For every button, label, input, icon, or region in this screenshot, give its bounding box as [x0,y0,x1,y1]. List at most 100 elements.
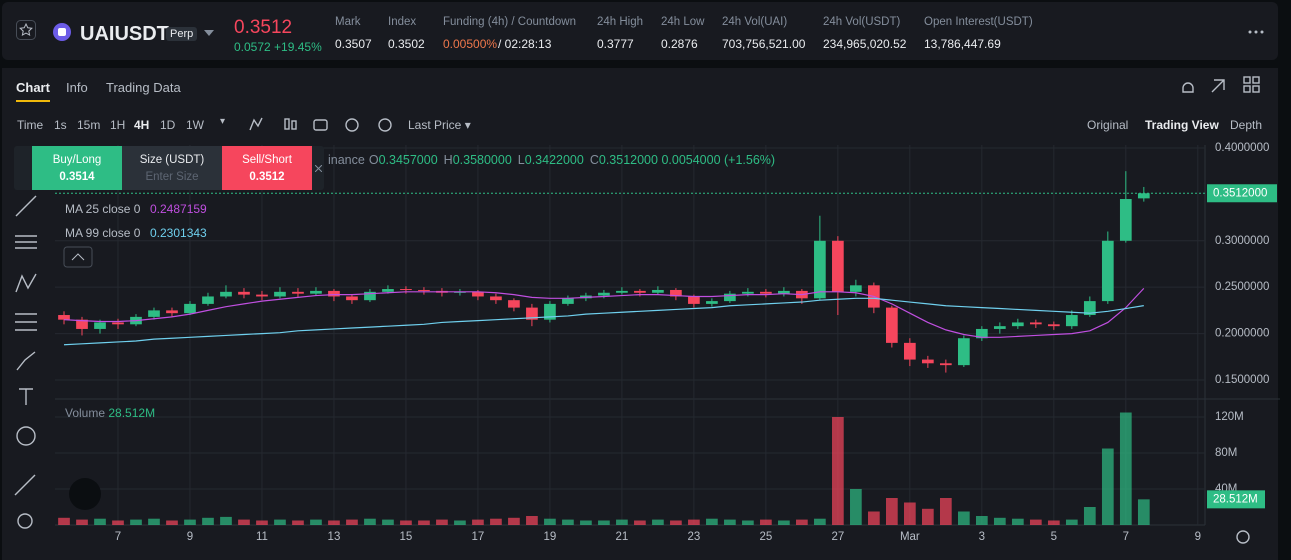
interval[interactable]: 1s [54,118,67,132]
ohlc-legend: inance O0.3457000 H0.3580000 L0.3422000 C0.3… [328,153,775,167]
candle-icon[interactable] [284,118,290,130]
tab[interactable]: Info [66,80,88,95]
screenshot-icon[interactable] [313,119,328,131]
candle-body [598,292,610,296]
volume-bar [939,498,952,525]
ma-label: MA 25 close 0 [65,202,141,216]
text-tool[interactable] [19,388,33,405]
volume-bar [850,489,862,525]
volume-bar [598,520,610,525]
stat-label: Index [388,16,417,28]
add-icon[interactable] [345,118,359,132]
fullscreen-icon[interactable] [1211,79,1225,93]
candle-body [886,307,898,343]
volume-bar [544,518,556,525]
dropdown-arrow[interactable] [204,30,214,36]
volume-bar [688,519,700,525]
ohlc-key: L [517,153,525,167]
price-type[interactable]: Last Price ▾ [408,118,471,132]
interval-more[interactable]: ▾ [220,116,226,127]
volume-bar [418,520,430,525]
candle-body [1065,315,1078,327]
close-panel[interactable] [315,165,322,172]
zoom-tool[interactable] [17,513,33,529]
volume-bar [400,520,412,525]
ohlc-value: 0.3512000 [598,153,658,167]
trendline-tool[interactable] [15,195,37,217]
x-tick-label: 13 [328,531,341,543]
y-tick-label: 0.3000000 [1215,235,1269,247]
x-tick-label: Mar [900,531,920,543]
fib-tool[interactable] [15,235,37,249]
candle-body [364,291,376,301]
x-tick-label: 21 [616,531,629,543]
collapse-legend[interactable] [63,246,93,268]
candle-body [1029,322,1042,325]
volume-bar [526,516,538,525]
candle-body [652,289,664,293]
alert-icon[interactable] [1182,82,1194,93]
size-input[interactable]: Size (USDT) Enter Size [122,146,222,190]
volume-bar [436,519,448,525]
view-option[interactable]: Original [1087,118,1129,132]
ma-line [63,297,1144,346]
last-price: 0.3512 [234,17,293,38]
sell-label: Sell/Short [242,154,292,166]
tab[interactable]: Trading Data [106,80,181,95]
candle-body [328,290,340,297]
brush-tool[interactable] [16,351,36,371]
interval[interactable]: 1W [186,118,204,132]
layout-icon[interactable] [1243,76,1251,84]
contract-badge: Perp [166,27,198,41]
emoji-tool[interactable] [16,426,36,446]
volume-tick-label: 80M [1215,447,1237,459]
sell-button[interactable]: Sell/Short 0.3512 [222,146,312,190]
view-option[interactable]: Trading View [1145,118,1219,132]
y-tick-label: 0.2000000 [1215,328,1269,340]
interval[interactable]: 15m [77,118,101,132]
symbol[interactable]: UAIUSDT [80,23,169,45]
interval[interactable]: 1H [110,118,126,132]
last-price-box [1207,184,1277,203]
view-option[interactable]: Depth [1230,118,1263,132]
interval: Time [17,118,44,132]
sell-price: 0.3512 [249,171,285,183]
x-tick-label: 15 [400,531,413,543]
indicator-icon[interactable] [249,117,263,131]
favorite-star[interactable] [16,20,36,40]
volume-bar [1101,448,1114,525]
buy-button[interactable]: Buy/Long 0.3514 [32,146,122,190]
ruler-tool[interactable] [14,474,36,496]
candle-icon[interactable] [291,120,297,130]
volume-title: Volume [65,406,106,420]
stat-label: 24h High [597,16,644,28]
ohlc-value: 0.3580000 [452,153,512,167]
interval[interactable]: 4H [134,118,150,132]
stat-label: Funding (4h) / Countdown [443,16,576,28]
candle-body [310,290,322,294]
tab[interactable]: Chart [16,80,50,95]
ohlc-value: 0.3457000 [378,153,438,167]
volume-bar [1011,518,1024,525]
stat-label: 24h Vol(UAI) [722,16,788,28]
pattern-tool[interactable] [15,273,37,293]
chart-settings[interactable] [1236,530,1250,544]
volume-bar [1047,520,1060,525]
volume-bar [58,517,70,525]
candle-body [220,291,232,297]
settings-icon[interactable] [378,118,392,132]
volume-bar [742,520,754,525]
candle-body [382,289,394,292]
candle-body [706,301,718,304]
candle-body [688,296,700,304]
projection-tool[interactable] [15,313,37,331]
tv-logo[interactable] [69,478,101,510]
interval[interactable]: 1D [160,118,176,132]
ohlc-key: C [589,153,599,167]
more-menu[interactable] [1248,30,1264,34]
candle-body [58,315,70,320]
size-label: Size (USDT) [139,154,205,166]
volume-bar [1065,519,1078,525]
y-tick-label: 0.4000000 [1215,142,1269,154]
candle-body [1101,240,1114,302]
